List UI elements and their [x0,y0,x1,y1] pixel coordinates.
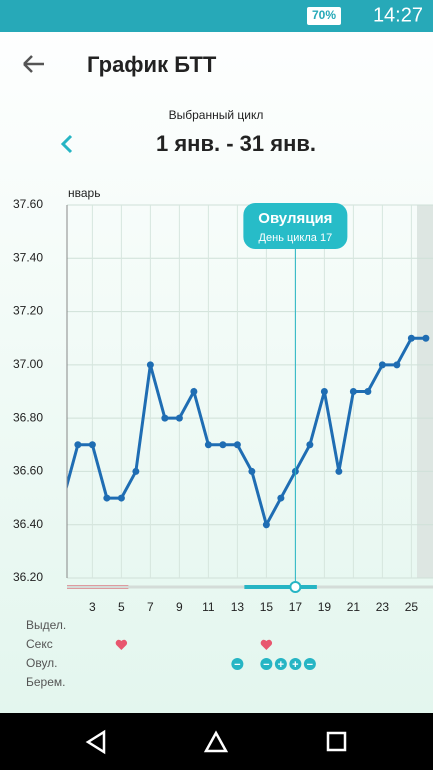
nav-bar [0,713,433,770]
ovulation-icon [303,658,316,670]
ovulation-sign: − [234,659,240,671]
row-label: Выдел. [26,618,66,632]
data-point [349,388,357,395]
data-point [74,441,82,449]
battery-text: 70% [312,8,336,22]
ovulation-subtitle: День цикла 17 [259,232,333,244]
cycle-range: 1 янв. - 31 янв. [156,131,316,156]
ovulation-sign: + [292,659,298,671]
data-point [378,361,386,369]
data-point [248,467,256,475]
y-tick-label: 36.80 [13,410,43,424]
row-label: Берем. [26,675,65,689]
nav-back[interactable] [85,729,106,755]
x-tick-label: 13 [231,600,245,614]
data-point [277,494,285,502]
nav-home[interactable] [203,730,229,753]
x-tick-label: 7 [147,600,154,614]
x-tick-label: 23 [376,600,390,614]
cycle-label: Выбранный цикл [169,108,264,122]
data-point [88,441,96,449]
x-tick-label: 25 [405,600,419,614]
status-bar [0,0,433,32]
row-label: Овул. [26,656,58,670]
ovulation-sign: − [307,659,313,671]
data-point [320,388,328,395]
x-tick-label: 21 [347,600,361,614]
x-tick-label: 5 [118,600,125,614]
month-label: нварь [68,186,100,200]
data-point [161,414,169,422]
ovulation-icon [289,658,302,670]
data-point [103,494,111,502]
y-tick-label: 37.40 [13,250,43,264]
data-point [306,441,314,449]
heart [260,639,273,650]
heart [115,639,128,650]
ovulation-title: Овуляция [258,210,332,227]
y-tick-label: 36.60 [13,464,43,478]
data-point [146,361,154,369]
data-point [335,467,343,475]
ovulation-sign: − [263,659,269,671]
back-button[interactable] [23,55,44,73]
x-tick-label: 9 [176,600,183,614]
y-tick-label: 37.20 [13,304,43,318]
data-point [132,467,140,475]
y-tick-label: 37.60 [13,197,43,211]
ovulation-sign: + [278,659,284,671]
y-tick-label: 37.00 [13,357,43,371]
x-tick-label: 3 [89,600,96,614]
data-point [233,441,241,449]
data-point [219,441,227,449]
future-area [417,205,433,578]
y-tick-label: 36.20 [13,570,43,584]
x-tick-label: 11 [202,600,215,614]
screen-title: График БТТ [87,52,217,77]
data-point [407,334,415,342]
battery-icon [307,7,341,25]
ovulation-bubble [243,203,348,249]
background [0,0,433,713]
ovulation-icon [274,658,287,670]
nav-recents[interactable] [326,731,347,752]
x-tick-label: 17 [289,600,303,614]
data-point [422,334,430,342]
prev-cycle[interactable] [60,134,73,154]
x-tick-label: 15 [260,600,274,614]
ovulation-marker [289,581,302,593]
row-label: Секс [26,637,53,651]
clock: 14:27 [373,4,423,26]
y-tick-label: 36.40 [13,517,43,531]
ovulation-icon [231,658,244,670]
data-point [204,441,212,449]
data-point [393,361,401,369]
data-point [190,388,198,395]
data-point [117,494,125,502]
ovulation-icon [260,658,273,670]
x-tick-label: 19 [318,600,332,614]
data-point [262,521,270,529]
data-point [175,414,183,422]
data-point [364,388,372,395]
